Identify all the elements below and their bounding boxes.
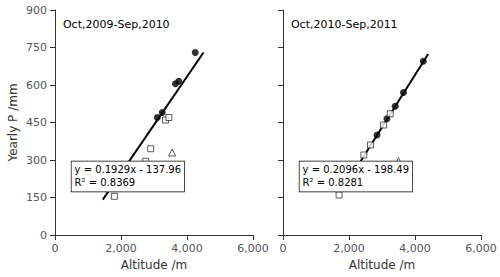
svg-text:150: 150 xyxy=(26,191,47,204)
svg-text:Altitude /m: Altitude /m xyxy=(121,258,187,272)
svg-text:0: 0 xyxy=(40,229,47,242)
svg-text:900: 900 xyxy=(26,4,47,17)
svg-text:R² = 0.8369: R² = 0.8369 xyxy=(75,177,136,188)
svg-text:450: 450 xyxy=(26,116,47,129)
svg-text:Oct,2009-Sep,2010: Oct,2009-Sep,2010 xyxy=(63,18,170,31)
svg-text:6,000: 6,000 xyxy=(237,242,269,255)
svg-text:750: 750 xyxy=(26,41,47,54)
svg-text:y = 0.1929x - 137.96: y = 0.1929x - 137.96 xyxy=(75,164,182,175)
svg-text:2,000: 2,000 xyxy=(333,242,365,255)
svg-text:0: 0 xyxy=(52,242,59,255)
svg-text:Oct,2010-Sep,2011: Oct,2010-Sep,2011 xyxy=(291,18,398,31)
svg-text:Altitude /m: Altitude /m xyxy=(349,258,415,272)
svg-text:Yearly P /mm: Yearly P /mm xyxy=(6,83,20,162)
svg-text:y = 0.2096x - 198.49: y = 0.2096x - 198.49 xyxy=(303,164,410,175)
svg-text:300: 300 xyxy=(26,154,47,167)
svg-text:0: 0 xyxy=(280,242,287,255)
svg-text:4,000: 4,000 xyxy=(399,242,431,255)
svg-text:2,000: 2,000 xyxy=(105,242,137,255)
svg-text:6,000: 6,000 xyxy=(465,242,497,255)
svg-text:4,000: 4,000 xyxy=(171,242,203,255)
svg-text:600: 600 xyxy=(26,79,47,92)
svg-text:R² = 0.8281: R² = 0.8281 xyxy=(303,177,364,188)
